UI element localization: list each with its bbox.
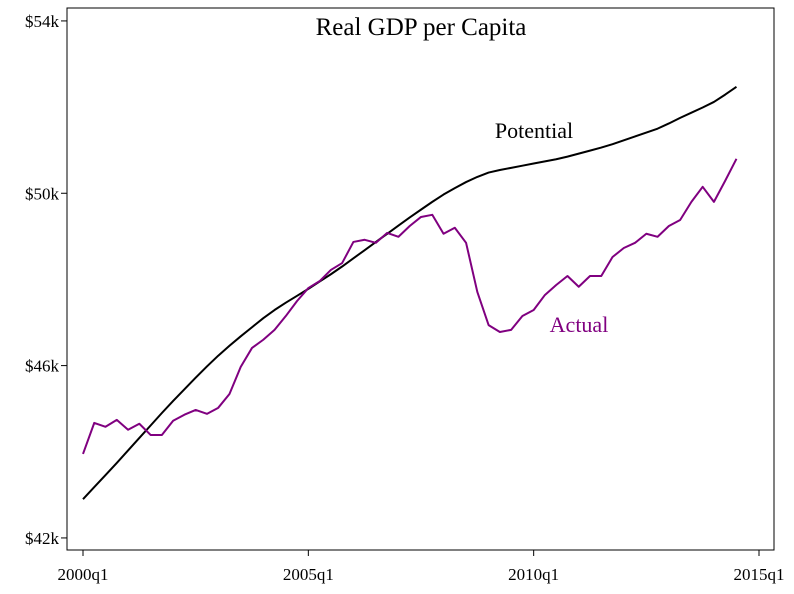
x-tick-label: 2015q1 xyxy=(734,565,785,584)
y-tick-label: $50k xyxy=(25,184,60,203)
x-tick-label: 2000q1 xyxy=(58,565,109,584)
series-line xyxy=(82,158,738,455)
chart-title: Real GDP per Capita xyxy=(316,14,527,41)
series-label: Actual xyxy=(550,312,609,337)
x-tick-label: 2010q1 xyxy=(508,565,559,584)
series-line xyxy=(82,86,738,500)
y-tick-label: $42k xyxy=(25,529,60,548)
series-label: Potential xyxy=(495,118,573,143)
y-tick-label: $46k xyxy=(25,357,60,376)
y-tick-label: $54k xyxy=(25,12,60,31)
plot-frame xyxy=(66,7,775,551)
x-tick-label: 2005q1 xyxy=(283,565,334,584)
